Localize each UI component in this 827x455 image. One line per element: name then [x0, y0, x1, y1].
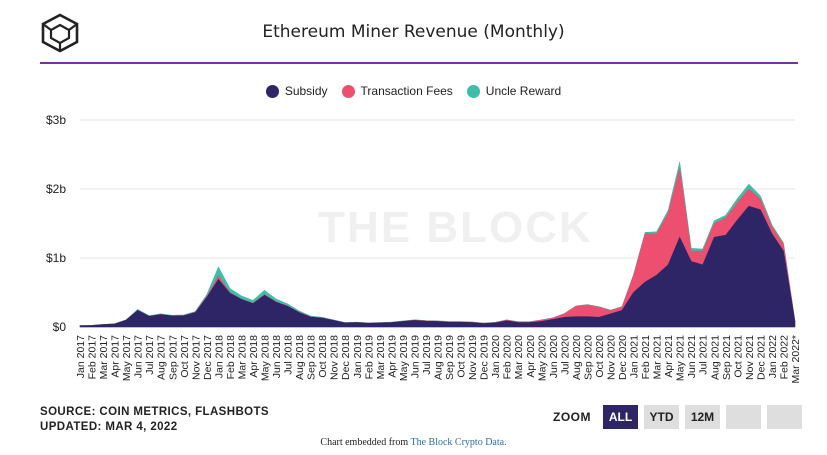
x-tick-label: Nov 2021: [744, 335, 756, 380]
x-tick-label: Dec 2017: [202, 335, 214, 380]
x-tick-label: Jul 2020: [559, 335, 571, 375]
x-tick-label: Apr 2021: [663, 335, 675, 378]
x-tick-label: Feb 2020: [502, 335, 514, 380]
legend-item-subsidy[interactable]: Subsidy: [265, 84, 328, 98]
chart-footer: SOURCE: COIN METRICS, FLASHBOTS UPDATED:…: [40, 405, 269, 435]
x-tick-label: Aug 2020: [571, 335, 583, 380]
legend-swatch-transaction-fees: [341, 84, 355, 98]
x-tick-label: Nov 2018: [329, 335, 341, 380]
x-tick-label: Nov 2017: [190, 335, 202, 380]
x-tick-label: May 2021: [675, 335, 687, 381]
x-tick-label: Dec 2021: [755, 335, 767, 380]
x-tick-label: Sep 2020: [582, 335, 594, 380]
series-area-subsidy: [79, 205, 796, 328]
x-tick-label: Aug 2019: [433, 335, 445, 380]
x-tick-label: Nov 2020: [605, 335, 617, 380]
y-tick-label: $0: [53, 320, 67, 334]
x-tick-label: Feb 2021: [640, 335, 652, 380]
updated-text: UPDATED: MAR 4, 2022: [40, 421, 178, 433]
embed-credit-text: Chart embedded from: [320, 437, 411, 448]
x-tick-label: Jul 2019: [421, 335, 433, 375]
y-tick-label: $1b: [46, 251, 66, 265]
x-tick-label: Feb 2018: [225, 335, 237, 380]
x-tick-label: Jan 2019: [352, 335, 364, 378]
legend-label-transaction-fees: Transaction Fees: [360, 84, 453, 98]
x-tick-label: Feb 2022: [778, 335, 790, 380]
legend-label-uncle-reward: Uncle Reward: [485, 84, 562, 98]
x-tick-label: May 2018: [260, 335, 272, 381]
x-tick-label: Aug 2018: [294, 335, 306, 380]
embed-credit: Chart embedded from The Block Crypto Dat…: [0, 437, 827, 448]
embed-credit-link[interactable]: The Block Crypto Data.: [410, 437, 507, 448]
zoom-extra-button-1[interactable]: [726, 405, 761, 429]
x-tick-label: Sep 2017: [167, 335, 179, 380]
x-tick-label: Oct 2018: [317, 335, 329, 378]
legend-label-subsidy: Subsidy: [284, 84, 328, 98]
y-tick-label: $2b: [46, 182, 66, 196]
x-tick-label: Dec 2020: [617, 335, 629, 380]
x-tick-label: Dec 2018: [340, 335, 352, 380]
zoom-controls: ZOOM ALL YTD 12M: [553, 405, 802, 429]
x-tick-label: Sep 2018: [306, 335, 318, 380]
x-tick-label: Jan 2020: [490, 335, 502, 378]
x-tick-label: Jan 2022: [767, 335, 779, 378]
x-tick-label: Mar 2021: [652, 335, 664, 380]
zoom-extra-button-2[interactable]: [767, 405, 802, 429]
x-tick-label: Mar 2017: [98, 335, 110, 380]
x-tick-label: Jun 2019: [409, 335, 421, 378]
x-tick-label: Jan 2017: [75, 335, 87, 378]
chart-title: Ethereum Miner Revenue (Monthly): [262, 22, 565, 42]
x-tick-label: Jan 2018: [213, 335, 225, 378]
x-tick-label: Sep 2019: [444, 335, 456, 380]
x-tick-label: Mar 2019: [375, 335, 387, 380]
chart-legend: Subsidy Transaction Fees Uncle Reward: [0, 84, 827, 98]
legend-item-uncle-reward[interactable]: Uncle Reward: [466, 84, 562, 98]
header-divider: [40, 62, 798, 64]
source-text: SOURCE: COIN METRICS, FLASHBOTS: [40, 406, 269, 418]
zoom-label: ZOOM: [553, 410, 591, 424]
x-tick-label: May 2020: [536, 335, 548, 381]
x-tick-label: Jul 2017: [144, 335, 156, 375]
x-tick-label: Feb 2017: [87, 335, 99, 380]
zoom-ytd-button[interactable]: YTD: [644, 405, 679, 429]
x-tick-label: Aug 2017: [156, 335, 168, 380]
legend-swatch-subsidy: [265, 84, 279, 98]
x-tick-label: Jun 2020: [548, 335, 560, 378]
x-tick-label: Oct 2017: [179, 335, 191, 378]
zoom-12m-button[interactable]: 12M: [685, 405, 720, 429]
x-tick-label: Dec 2019: [479, 335, 491, 380]
legend-swatch-uncle-reward: [466, 84, 480, 98]
legend-item-transaction-fees[interactable]: Transaction Fees: [341, 84, 453, 98]
x-tick-label: Feb 2019: [363, 335, 375, 380]
watermark-text: THE BLOCK: [318, 203, 593, 252]
x-tick-label: Jun 2018: [271, 335, 283, 378]
x-tick-label: Jun 2017: [133, 335, 145, 378]
x-tick-label: May 2017: [121, 335, 133, 381]
x-tick-label: Nov 2019: [467, 335, 479, 380]
x-tick-label: Jul 2021: [698, 335, 710, 375]
x-tick-label: Oct 2020: [594, 335, 606, 378]
x-tick-label: Oct 2019: [456, 335, 468, 378]
x-tick-label: Mar 2018: [236, 335, 248, 380]
x-tick-label: Sep 2021: [721, 335, 733, 380]
x-tick-label: Mar 2020: [513, 335, 525, 380]
x-tick-label: Aug 2021: [709, 335, 721, 380]
the-block-logo-icon: [41, 13, 79, 53]
x-tick-label: Jun 2021: [686, 335, 698, 378]
x-tick-label: Apr 2017: [110, 335, 122, 378]
x-tick-label: Apr 2020: [525, 335, 537, 378]
x-tick-label: Apr 2019: [386, 335, 398, 378]
y-tick-label: $3b: [46, 113, 66, 127]
x-tick-label: Jul 2018: [283, 335, 295, 375]
x-tick-label: Mar 2022*: [790, 335, 802, 383]
x-tick-label: Jan 2021: [629, 335, 641, 378]
x-tick-label: May 2019: [398, 335, 410, 381]
x-tick-label: Oct 2021: [732, 335, 744, 378]
zoom-all-button[interactable]: ALL: [603, 405, 638, 429]
x-tick-label: Apr 2018: [248, 335, 260, 378]
